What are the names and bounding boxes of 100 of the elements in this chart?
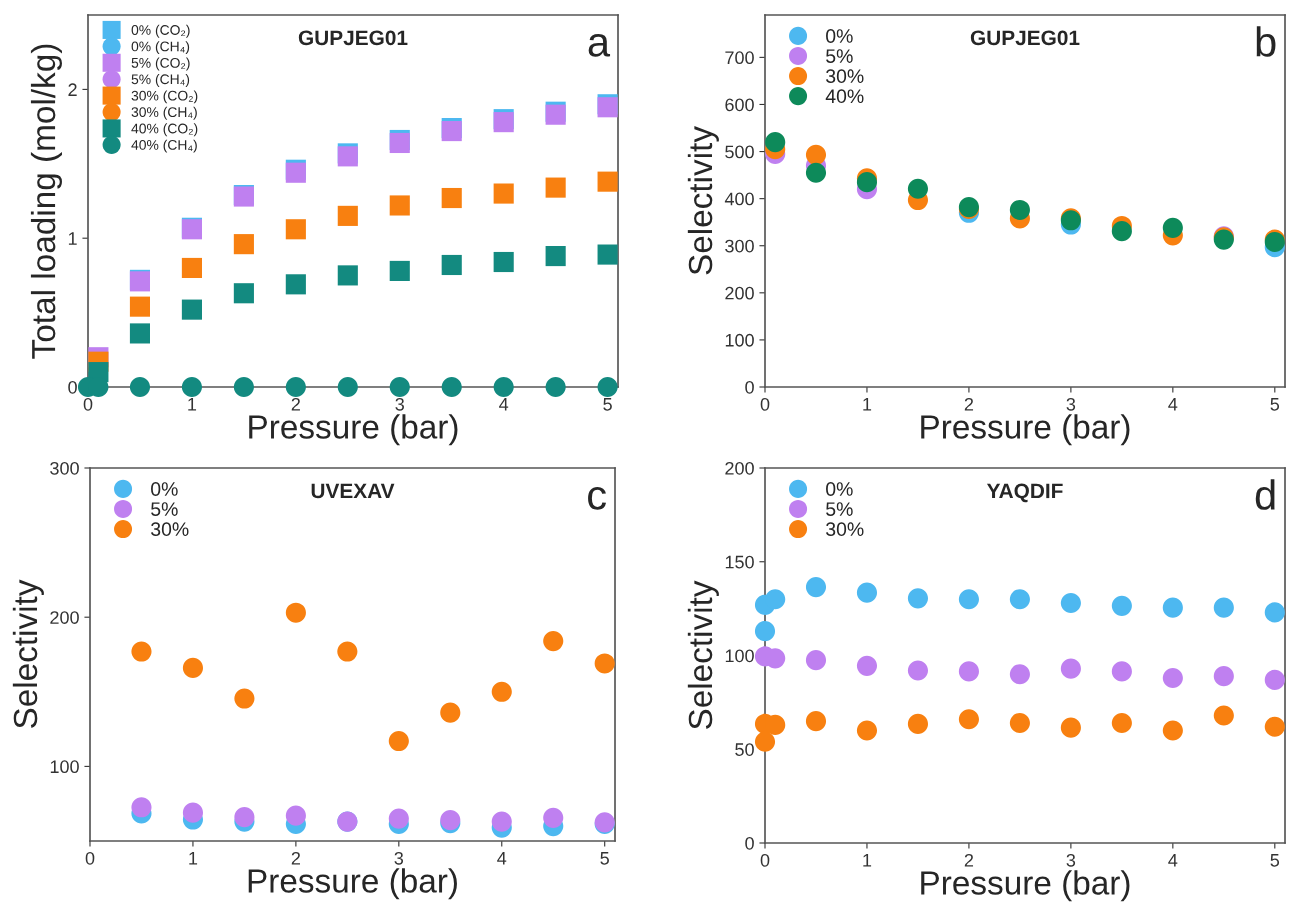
point [337, 205, 358, 226]
point [389, 195, 410, 216]
point [958, 589, 979, 610]
x-tick-label: 5 [600, 852, 609, 865]
y-tick-label: 700 [725, 51, 754, 65]
legend-label: 0% [826, 29, 853, 43]
point [597, 376, 618, 398]
point [181, 299, 202, 320]
point [1162, 597, 1183, 618]
point [181, 257, 202, 279]
point [958, 709, 979, 730]
x-tick-label: 4 [1168, 854, 1178, 867]
x-tick-label: 1 [863, 398, 872, 411]
x-tick-label: 5 [1270, 854, 1280, 867]
x-tick-label: 4 [497, 852, 507, 865]
point [1009, 589, 1030, 610]
x-axis-title: Pressure (bar) [248, 868, 457, 900]
point [805, 162, 827, 183]
legend-label: 40% [825, 89, 864, 104]
legend-label: 5% [826, 502, 853, 516]
point [1162, 217, 1183, 238]
point [856, 655, 878, 676]
point [1111, 661, 1132, 682]
point [907, 713, 929, 734]
text: GUPJEG01 [298, 30, 408, 46]
y-tick-label: 1 [68, 232, 77, 245]
x-tick-label: 2 [964, 397, 974, 411]
point [765, 132, 786, 153]
legend-label: 5% [826, 49, 853, 63]
x-axis-title: Pressure (bar) [921, 414, 1130, 446]
point [1213, 666, 1234, 687]
point [388, 808, 409, 829]
point [545, 245, 566, 267]
text: GUPJEG01 [970, 30, 1080, 46]
y-tick-label: 2 [68, 83, 77, 96]
y-tick-label: 0 [745, 836, 754, 850]
y-tick-label: 300 [50, 461, 79, 475]
point [337, 641, 358, 662]
point [1111, 595, 1132, 616]
point [1264, 602, 1285, 623]
legend-label: 30% [826, 522, 864, 537]
x-tick-label: 2 [291, 851, 300, 865]
point [856, 582, 878, 603]
point [765, 648, 786, 669]
point [285, 376, 306, 398]
legend-label: 30% (CH₄) [131, 106, 197, 120]
point [1060, 592, 1081, 614]
text: YAQDIF [986, 483, 1063, 503]
point [234, 688, 255, 709]
y-tick-label: 100 [725, 333, 754, 347]
point [493, 376, 514, 398]
point [131, 797, 152, 818]
x-tick-label: 1 [188, 398, 197, 411]
point [233, 234, 254, 255]
y-axis-title: Total loading (mol/kg) [30, 44, 62, 359]
point [441, 187, 462, 209]
point [765, 589, 786, 610]
point [388, 730, 409, 752]
point [1162, 667, 1183, 689]
x-tick-label: 0 [760, 397, 770, 411]
point [131, 641, 152, 662]
point [182, 802, 204, 823]
point [129, 376, 151, 398]
point [907, 660, 929, 681]
point [1264, 669, 1285, 690]
point [389, 376, 410, 398]
legend-label: 0% (CO₂) [131, 24, 190, 38]
point [182, 657, 204, 678]
point [1009, 712, 1030, 734]
x-tick-label: 2 [964, 853, 974, 867]
legend-label: 5% (CH₄) [131, 73, 190, 87]
y-tick-label: 200 [50, 611, 79, 624]
point [1060, 658, 1081, 679]
legend-label: 0% [826, 482, 853, 496]
point [129, 296, 151, 317]
point [493, 183, 514, 204]
point [233, 283, 254, 304]
point [1111, 221, 1132, 242]
point [754, 731, 776, 752]
x-tick-label: 2 [291, 397, 300, 411]
annotation: d [1255, 479, 1275, 510]
x-axis-title: Pressure (bar) [249, 414, 458, 446]
y-tick-label: 200 [725, 461, 754, 475]
y-tick-label: 0 [745, 380, 754, 394]
point [181, 376, 202, 398]
point [491, 811, 512, 832]
point [545, 177, 566, 198]
y-axis-title: Selectivity [12, 579, 44, 729]
x-tick-label: 5 [1270, 398, 1280, 411]
point [337, 376, 358, 398]
legend-label: 0% (CH₄) [131, 41, 190, 55]
x-tick-label: 0 [85, 851, 95, 865]
point [754, 621, 776, 642]
point [1009, 199, 1030, 221]
y-tick-label: 100 [50, 760, 79, 774]
point [1264, 716, 1285, 737]
point [1009, 664, 1030, 685]
point [491, 681, 512, 702]
point [441, 254, 462, 276]
point [1111, 712, 1132, 734]
